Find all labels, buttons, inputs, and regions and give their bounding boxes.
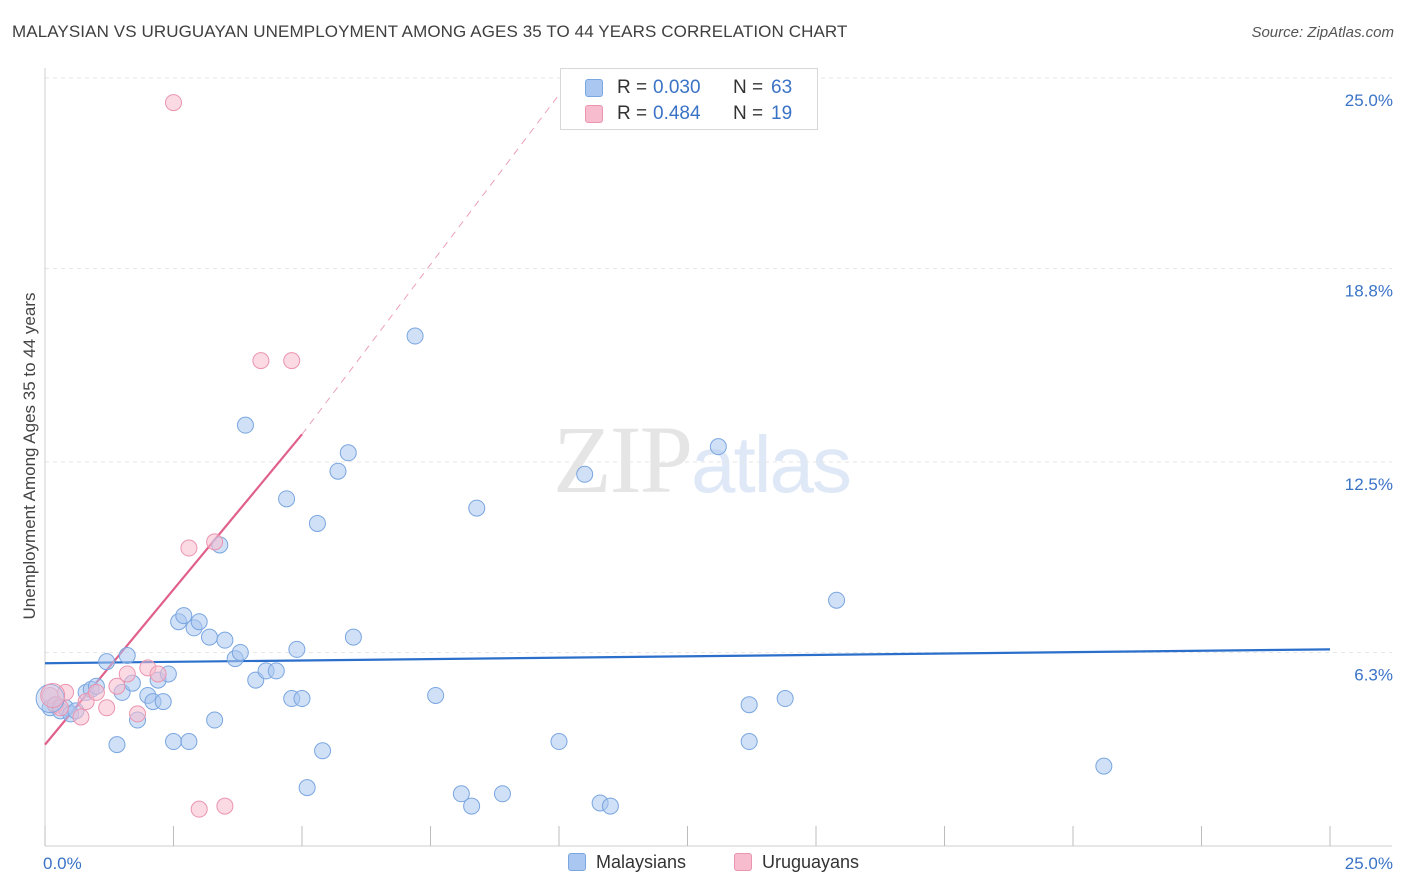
malaysian-point bbox=[108, 736, 126, 754]
y-tick-label: 6.3% bbox=[1354, 665, 1393, 684]
malaysian-point bbox=[1095, 757, 1113, 775]
uruguayan-point bbox=[108, 677, 126, 695]
y-tick-label: 12.5% bbox=[1345, 475, 1393, 494]
malaysian-point bbox=[463, 797, 481, 815]
uruguayan-point bbox=[87, 683, 105, 701]
uruguayan-point bbox=[98, 699, 116, 717]
malaysian-point bbox=[154, 693, 172, 711]
malaysian-point bbox=[278, 490, 296, 508]
n-label: N = bbox=[733, 103, 764, 124]
y-axis-label: Unemployment Among Ages 35 to 44 years bbox=[20, 292, 39, 620]
x-tick-label: 0.0% bbox=[43, 854, 82, 873]
malaysian-point bbox=[314, 742, 332, 760]
malaysian-point bbox=[267, 662, 285, 680]
chart-title: MALAYSIAN VS URUGUAYAN UNEMPLOYMENT AMON… bbox=[12, 22, 848, 41]
malaysian-point bbox=[740, 696, 758, 714]
uruguayan-point bbox=[252, 352, 270, 370]
malaysian-point bbox=[165, 733, 182, 751]
malaysian-point bbox=[200, 628, 218, 646]
uruguayan-point bbox=[206, 533, 224, 551]
malaysian-point bbox=[293, 690, 311, 708]
malaysian-point bbox=[190, 613, 208, 631]
malaysian-point bbox=[709, 438, 727, 456]
malaysian-point bbox=[118, 647, 136, 665]
r-label: R = bbox=[617, 77, 648, 98]
uruguayan-point bbox=[283, 352, 301, 370]
y-tick-label: 18.8% bbox=[1345, 281, 1393, 300]
correlation-legend: R = 0.030 N = 63 R = 0.484 N = 19 bbox=[560, 68, 818, 130]
malaysian-point bbox=[468, 499, 486, 517]
grid-lines bbox=[45, 77, 1392, 653]
uruguayan-point bbox=[129, 705, 147, 723]
malaysian-point bbox=[206, 711, 224, 729]
watermark: ZIPatlas bbox=[553, 404, 852, 515]
uruguayan-point bbox=[72, 708, 90, 726]
tick-labels: 6.3% 12.5% 18.8% 25.0% 0.0% 25.0% bbox=[43, 91, 1393, 873]
uruguayan-cluster-point bbox=[40, 682, 66, 708]
malaysian-point bbox=[406, 327, 424, 345]
malaysian-point bbox=[427, 686, 445, 704]
r-value: 0.484 bbox=[653, 103, 701, 124]
trend-line-uruguayans bbox=[301, 80, 570, 435]
legend-label-uruguayans: Uruguayans bbox=[762, 852, 860, 872]
y-tick-label: 25.0% bbox=[1345, 91, 1393, 110]
x-tick-label: 25.0% bbox=[1345, 854, 1393, 873]
legend-label-malaysians: Malaysians bbox=[596, 852, 687, 872]
malaysian-point bbox=[339, 444, 357, 462]
legend-swatch-pink bbox=[734, 853, 752, 871]
r-label: R = bbox=[617, 103, 648, 124]
uruguayan-point bbox=[149, 665, 167, 683]
trend-line-malaysians bbox=[44, 648, 1331, 665]
malaysian-point bbox=[550, 733, 568, 751]
axes bbox=[44, 68, 1392, 847]
legend-item-malaysians: Malaysians bbox=[568, 852, 686, 873]
malaysian-point bbox=[216, 631, 234, 649]
malaysian-point bbox=[740, 733, 758, 751]
malaysian-point bbox=[576, 465, 594, 483]
uruguayan-point bbox=[216, 797, 234, 815]
malaysian-point bbox=[329, 462, 347, 480]
malaysian-point bbox=[493, 785, 511, 803]
malaysian-point bbox=[175, 607, 193, 625]
legend-swatch-blue bbox=[585, 79, 603, 97]
watermark-zip: ZIP bbox=[553, 406, 693, 513]
malaysian-point bbox=[231, 643, 249, 661]
malaysian-point bbox=[452, 785, 470, 803]
uruguayan-point bbox=[190, 800, 208, 818]
uruguayan-point bbox=[165, 94, 182, 112]
malaysian-point bbox=[776, 690, 794, 708]
malaysian-point bbox=[344, 628, 362, 646]
n-label: N = bbox=[733, 77, 764, 98]
n-value: 19 bbox=[771, 103, 793, 124]
uruguayan-point bbox=[118, 665, 136, 683]
data-points bbox=[35, 94, 1113, 818]
watermark-atlas: atlas bbox=[691, 420, 852, 509]
malaysian-point bbox=[298, 779, 316, 797]
uruguayan-point bbox=[57, 683, 75, 701]
malaysian-point bbox=[601, 797, 619, 815]
malaysian-point bbox=[236, 416, 254, 434]
legend-swatch-pink bbox=[585, 105, 603, 123]
malaysian-point bbox=[288, 640, 306, 658]
n-value: 63 bbox=[771, 77, 793, 98]
malaysian-point bbox=[98, 653, 116, 671]
malaysian-point bbox=[308, 514, 326, 532]
malaysian-point bbox=[180, 733, 198, 751]
source-label: Source: ZipAtlas.com bbox=[1251, 24, 1394, 41]
legend-swatch-blue bbox=[568, 853, 586, 871]
legend-item-uruguayans: Uruguayans bbox=[734, 852, 859, 873]
uruguayan-point bbox=[180, 539, 198, 557]
r-value: 0.030 bbox=[653, 77, 701, 98]
malaysian-point bbox=[828, 591, 846, 609]
